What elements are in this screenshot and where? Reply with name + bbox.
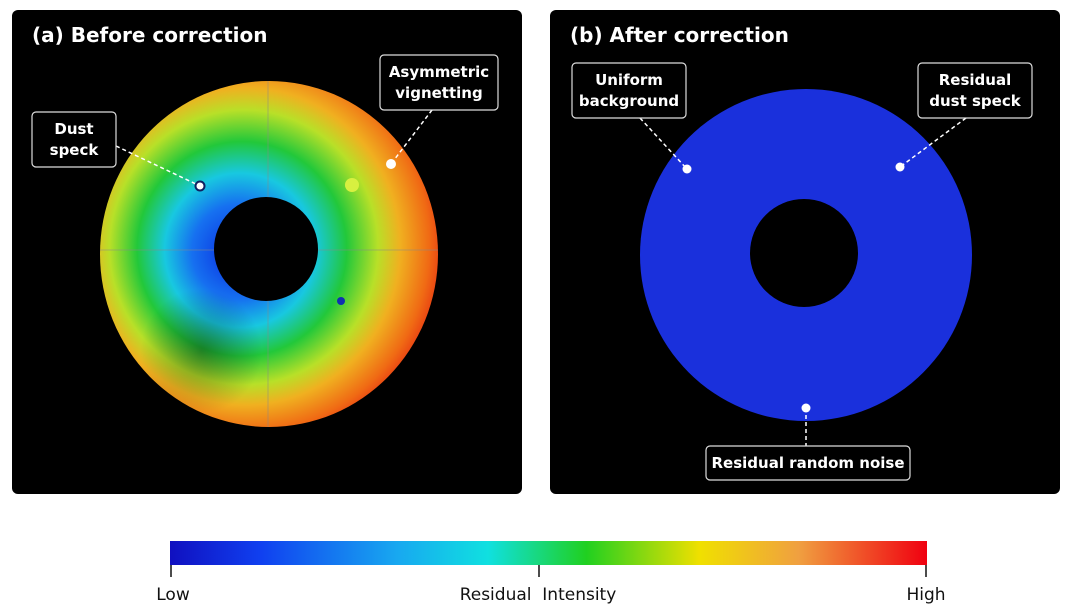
spot [337, 297, 345, 305]
marker [386, 159, 396, 169]
annotation: Uniform [595, 71, 663, 89]
annotation: speck [50, 141, 100, 159]
hole [214, 197, 318, 301]
leader [639, 117, 688, 170]
annotation: Residual [939, 71, 1011, 89]
label-box [31, 111, 117, 168]
annotation: Asymmetric [389, 63, 489, 81]
marker [895, 162, 905, 172]
colorbar [170, 541, 927, 565]
annotation: vignetting [395, 84, 482, 102]
label-box [571, 62, 687, 119]
annotation: background [579, 92, 679, 110]
colorbar-low: Low [156, 585, 190, 605]
marker [801, 403, 811, 413]
colorbar-title: Residual Intensity [460, 585, 617, 605]
marker [682, 164, 692, 174]
panel-title: (b) After correction [570, 23, 789, 47]
marker [194, 180, 206, 192]
colorbar-high: High [906, 585, 945, 605]
annotation: Dust [54, 120, 93, 138]
annotation: dust speck [929, 92, 1021, 110]
spot [345, 178, 359, 192]
label-box [379, 54, 499, 111]
panel-title: (a) Before correction [32, 23, 268, 47]
leader [390, 109, 433, 165]
annotation: Residual random noise [711, 454, 904, 472]
leader [115, 145, 201, 187]
label-box [917, 62, 1033, 119]
hole [750, 199, 858, 307]
label-box [705, 445, 911, 481]
